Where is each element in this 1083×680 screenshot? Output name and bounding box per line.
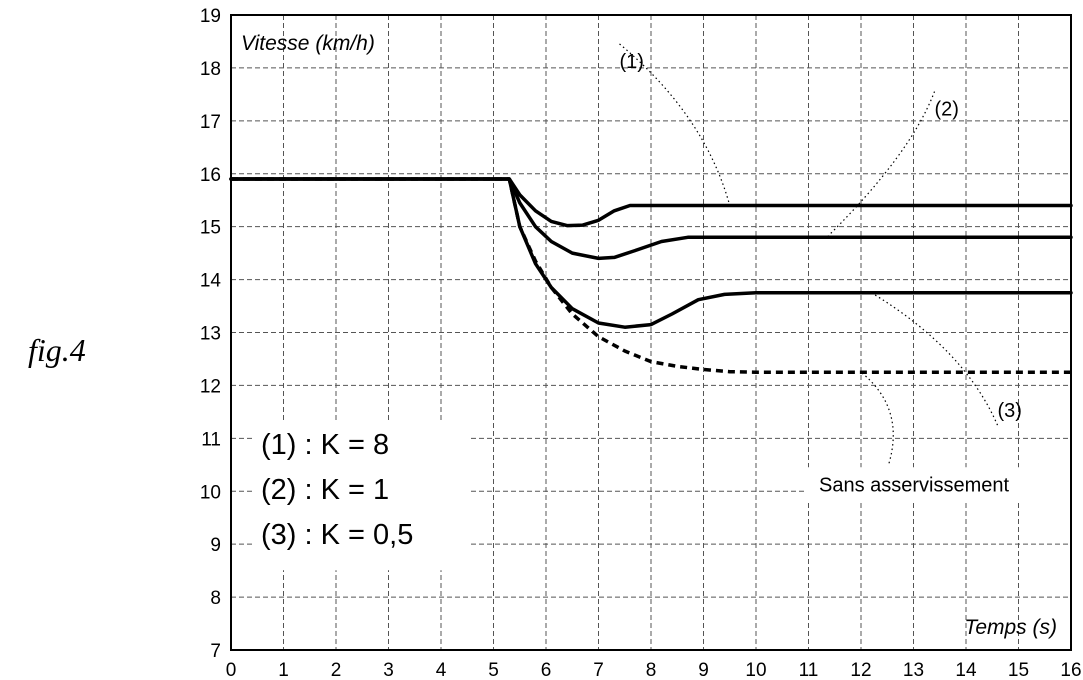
y-tick-label: 19	[200, 6, 221, 27]
x-tick-label: 2	[331, 660, 342, 680]
y-tick-label: 18	[200, 59, 221, 80]
x-tick-label: 3	[383, 660, 394, 680]
axis-ticks: 0 1 2 3 4 5 6 7 8 9 10 11 12 13 14 15 167891011121314151…	[200, 6, 1082, 680]
x-tick-label: 12	[850, 660, 871, 680]
x-tick-label: 16	[1060, 660, 1081, 680]
y-tick-label: 9	[210, 535, 221, 556]
annotation-label: (1)	[620, 51, 644, 73]
series-line-1	[229, 177, 1073, 228]
annotation-label: (2)	[935, 99, 959, 121]
legend-background	[253, 420, 468, 571]
annotation-leader	[826, 91, 936, 238]
x-tick-label: 10	[745, 660, 766, 680]
legend-entry: (2) : K = 1	[261, 474, 389, 506]
annotation-label: (3)	[998, 400, 1022, 422]
y-axis-label: Vitesse (km/h)	[241, 32, 375, 55]
annotation-bg	[807, 467, 1082, 502]
x-tick-label: 4	[436, 660, 447, 680]
x-tick-label: 7	[593, 660, 604, 680]
x-tick-label: 1	[278, 660, 289, 680]
annotation-leader	[619, 43, 731, 206]
y-tick-label: 10	[200, 482, 221, 503]
grid	[231, 15, 1071, 650]
x-tick-label: 15	[1008, 660, 1029, 680]
legend-entry: (3) : K = 0,5	[261, 519, 413, 551]
x-tick-label: 8	[646, 660, 657, 680]
x-tick-label: 13	[903, 660, 924, 680]
annotations: (1) (2) (3) Sans asservissement (1) : K = 8 (…	[253, 43, 1082, 571]
series-layer	[229, 177, 1073, 374]
legend-entry: (1) : K = 8	[261, 429, 389, 461]
x-tick-label: 0	[226, 660, 237, 680]
x-tick-label: 5	[488, 660, 499, 680]
y-tick-label: 7	[210, 641, 221, 662]
y-tick-label: 13	[200, 324, 221, 345]
x-tick-label: 14	[955, 660, 977, 680]
y-tick-label: 16	[200, 165, 221, 186]
x-tick-label: 11	[799, 660, 819, 680]
y-tick-label: 14	[200, 271, 222, 292]
figure-label: fig.4	[28, 332, 86, 368]
x-tick-label: 6	[541, 660, 552, 680]
series-line-3	[229, 177, 1073, 329]
x-tick-label: 9	[698, 660, 709, 680]
annotation-leader	[871, 292, 999, 426]
annotation-leader	[860, 371, 894, 464]
y-tick-label: 8	[210, 588, 221, 609]
y-tick-label: 11	[201, 429, 221, 450]
y-tick-label: 12	[200, 376, 221, 397]
annotation-label: Sans asservissement	[819, 474, 1010, 496]
x-axis-label: Temps (s)	[964, 616, 1057, 639]
series-line-2	[229, 177, 1073, 261]
plot-frame	[230, 14, 1072, 651]
y-tick-label: 17	[200, 112, 221, 133]
y-tick-label: 15	[200, 218, 221, 239]
